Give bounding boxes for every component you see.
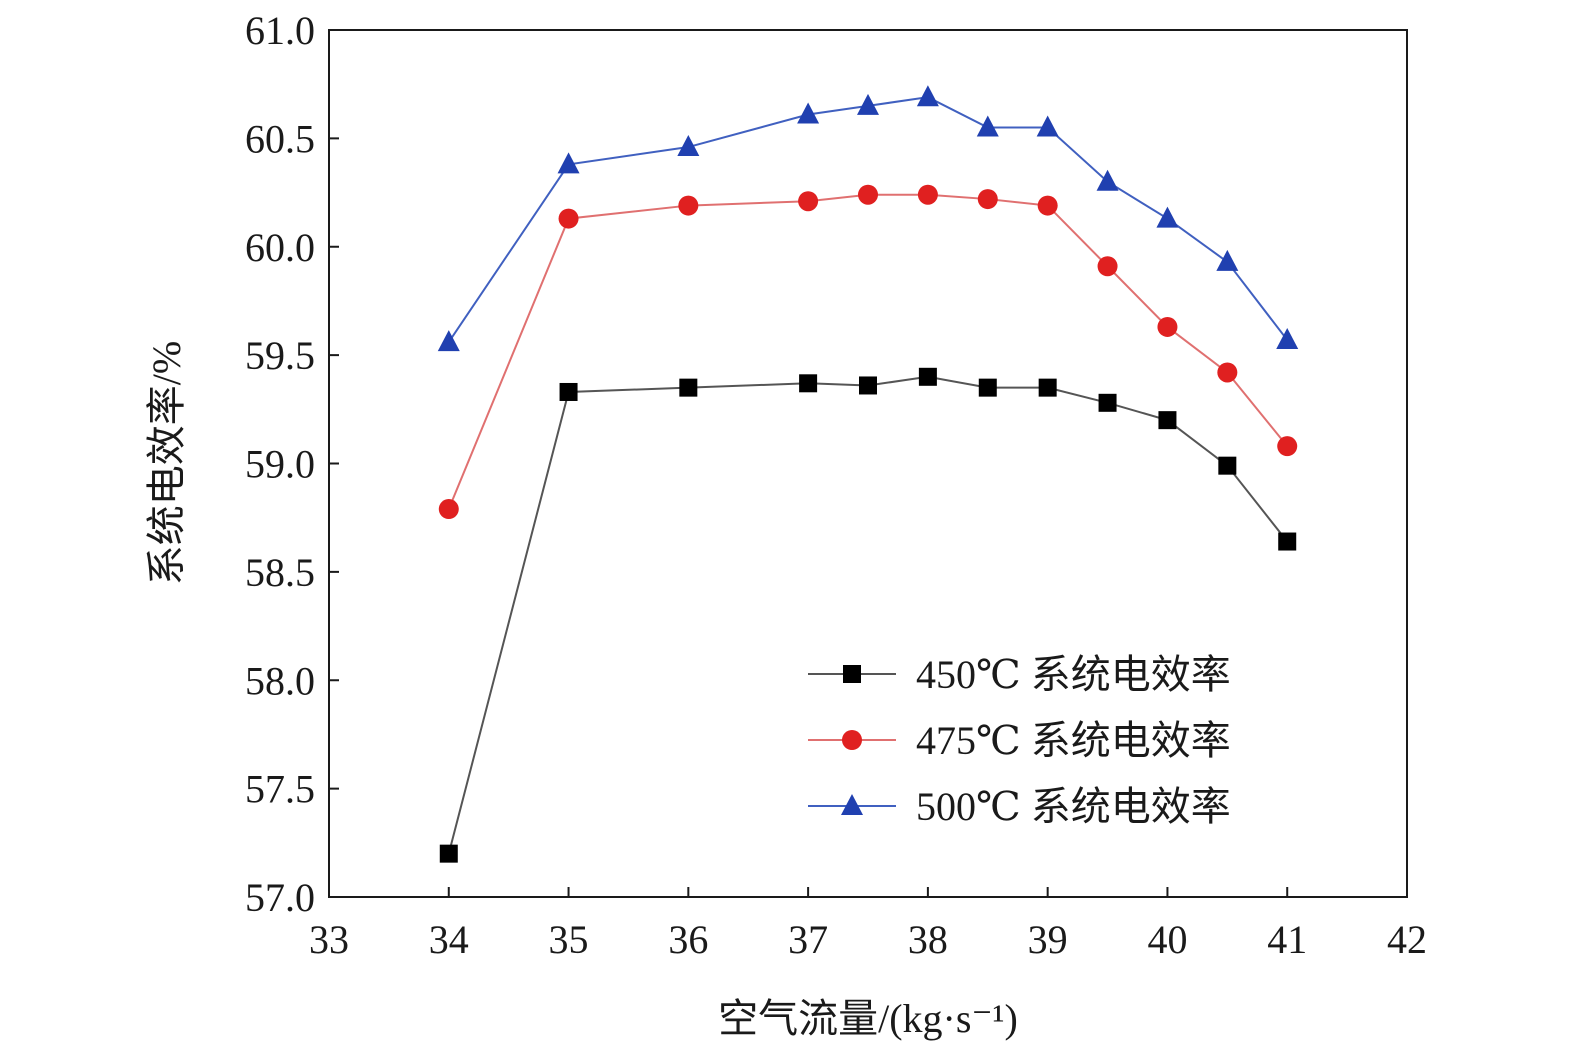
x-tick-label: 36: [668, 917, 708, 962]
y-tick-label: 58.0: [245, 658, 315, 703]
x-tick-label: 38: [908, 917, 948, 962]
data-point: [917, 184, 938, 205]
data-point: [1156, 206, 1179, 228]
data-point: [1218, 456, 1237, 475]
y-tick-label: 60.0: [245, 225, 315, 270]
x-axis-ticks: 33 34 35 36 37 38 39 40 41 42: [309, 887, 1427, 962]
legend-entry: 475℃ 系统电效率: [808, 718, 1231, 763]
data-point: [977, 189, 998, 210]
legend-label: 475℃ 系统电效率: [916, 718, 1231, 763]
x-tick-label: 41: [1267, 917, 1307, 962]
x-tick-label: 34: [429, 917, 469, 962]
data-point: [1037, 195, 1058, 216]
legend: 450℃ 系统电效率 475℃ 系统电效率 500℃ 系统电效率: [808, 652, 1231, 829]
data-point: [677, 135, 700, 157]
y-axis-title: 系统电效率/%: [144, 341, 189, 585]
data-point: [1217, 362, 1238, 383]
data-point: [799, 374, 818, 393]
data-point: [679, 378, 698, 397]
x-tick-label: 39: [1028, 917, 1068, 962]
data-point: [439, 844, 458, 863]
y-tick-label: 58.5: [245, 550, 315, 595]
y-tick-label: 61.0: [245, 8, 315, 53]
data-point: [978, 378, 997, 397]
series-1: [439, 367, 1297, 863]
y-axis-ticks: 57.0 57.5 58.0 58.5 59.0 59.5 60.0 60.5 61.0: [245, 8, 339, 920]
data-point: [1036, 115, 1059, 137]
x-axis-title: 空气流量/(kg·s⁻¹): [718, 996, 1018, 1041]
data-point: [558, 208, 579, 229]
data-point: [1038, 378, 1057, 397]
series-line: [447, 193, 1288, 510]
series-3: [437, 85, 1299, 352]
legend-entry: 500℃ 系统电效率: [808, 784, 1231, 829]
plot-frame: [328, 29, 1408, 898]
data-point: [1096, 169, 1119, 191]
data-point: [857, 93, 879, 115]
series-line: [447, 375, 1289, 854]
data-point: [437, 330, 460, 352]
series-2: [438, 184, 1298, 520]
legend-marker: [843, 665, 861, 683]
y-tick-label: 59.5: [245, 333, 315, 378]
legend-marker: [841, 794, 863, 815]
y-tick-label: 59.0: [245, 442, 315, 487]
legend-entry: 450℃ 系统电效率: [808, 652, 1231, 697]
y-tick-label: 60.5: [245, 116, 315, 161]
data-point: [976, 115, 999, 137]
data-point: [858, 184, 878, 205]
data-point: [918, 367, 937, 386]
data-point: [1157, 316, 1178, 337]
x-tick-label: 33: [309, 917, 349, 962]
x-tick-label: 42: [1387, 917, 1427, 962]
data-point: [859, 376, 877, 395]
data-point: [916, 85, 939, 107]
data-point: [1098, 393, 1117, 412]
data-point: [1097, 256, 1118, 277]
data-point: [1276, 327, 1299, 349]
y-tick-label: 57.0: [245, 875, 315, 920]
legend-marker: [842, 730, 862, 750]
legend-label: 500℃ 系统电效率: [916, 784, 1231, 829]
x-tick-label: 37: [788, 917, 828, 962]
data-point: [1277, 436, 1298, 457]
legend-label: 450℃ 系统电效率: [916, 652, 1231, 697]
x-tick-label: 35: [549, 917, 589, 962]
data-point: [1278, 532, 1297, 551]
data-point: [438, 499, 459, 520]
data-point: [557, 152, 580, 174]
data-point: [797, 102, 820, 124]
data-point: [1216, 249, 1239, 271]
x-tick-label: 40: [1147, 917, 1187, 962]
data-point: [798, 191, 819, 212]
data-point: [559, 382, 578, 401]
y-tick-label: 57.5: [245, 767, 315, 812]
series-layer: [437, 85, 1299, 863]
data-point: [678, 195, 699, 216]
data-point: [1158, 411, 1177, 430]
